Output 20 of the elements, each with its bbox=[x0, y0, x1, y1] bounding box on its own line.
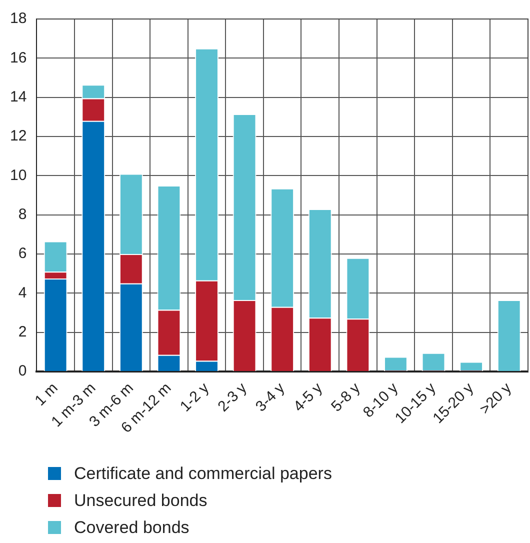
legend-label: Certificate and commercial papers bbox=[74, 464, 332, 484]
y-tick-label: 6 bbox=[18, 245, 27, 262]
legend-label: Unsecured bonds bbox=[74, 490, 208, 510]
x-tick-label: 3-4 y bbox=[252, 379, 288, 416]
x-tick-label: 5-8 y bbox=[328, 379, 364, 416]
y-tick-label: 18 bbox=[10, 10, 27, 28]
y-tick-label: 2 bbox=[18, 323, 27, 340]
y-tick-label: 14 bbox=[10, 88, 27, 106]
y-tick-label: 8 bbox=[18, 206, 27, 223]
y-tick-label: 4 bbox=[18, 284, 27, 302]
x-tick-label: 2-3 y bbox=[214, 379, 251, 416]
x-tick-label: >20 y bbox=[476, 379, 516, 418]
y-tick-label: 16 bbox=[10, 49, 27, 66]
x-tick-label: 4-5 y bbox=[290, 379, 326, 416]
y-tick-label: 12 bbox=[10, 128, 27, 145]
x-tick-label: 1 m bbox=[32, 380, 62, 410]
y-tick-label: 10 bbox=[10, 166, 27, 184]
y-tick-label: 0 bbox=[18, 362, 27, 380]
legend-label: Covered bonds bbox=[74, 518, 190, 538]
x-tick-label: 1-2 y bbox=[176, 379, 213, 416]
